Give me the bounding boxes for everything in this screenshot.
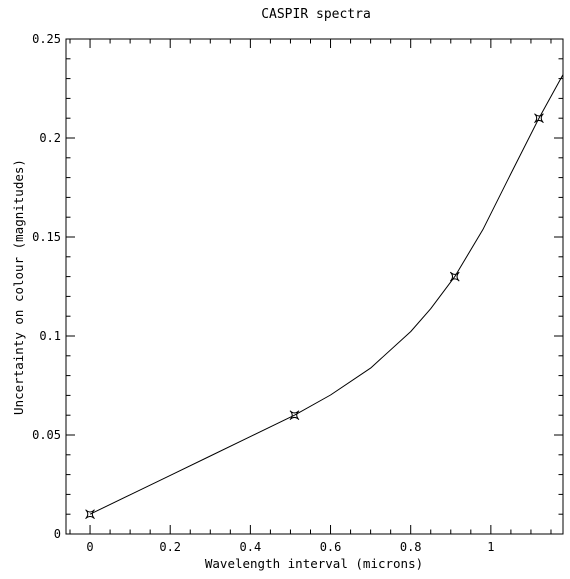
plot-frame — [65, 38, 564, 535]
x-tick-label: 0.4 — [240, 540, 262, 554]
x-tick-label: 0 — [86, 540, 93, 554]
y-tick-label: 0 — [54, 527, 61, 541]
chart-marks — [85, 74, 564, 520]
x-axis-ticks: 0 0.2 0.4 0.6 0.8 1 — [69, 39, 552, 554]
x-tick-label: 0.6 — [320, 540, 342, 554]
y-tick-label: 0.15 — [32, 230, 61, 244]
y-axis-label: Uncertainty on colour (magnitudes) — [11, 159, 26, 415]
y-tick-label: 0.1 — [39, 329, 61, 343]
x-tick-label: 0.2 — [159, 540, 181, 554]
x-axis-label: Wavelength interval (microns) — [205, 556, 423, 571]
y-tick-label: 0.2 — [39, 131, 61, 145]
y-tick-label: 0.05 — [32, 428, 61, 442]
data-point-marker — [85, 509, 95, 520]
y-tick-label: 0.25 — [32, 32, 61, 46]
fit-curve — [89, 74, 564, 515]
y-axis-ticks: 0 0.05 0.1 0.15 0.2 0.25 — [32, 32, 563, 541]
x-tick-label: 1 — [487, 540, 494, 554]
data-point-marker — [449, 271, 460, 282]
x-tick-label: 0.8 — [400, 540, 422, 554]
chart-title: CASPIR spectra — [261, 7, 371, 22]
